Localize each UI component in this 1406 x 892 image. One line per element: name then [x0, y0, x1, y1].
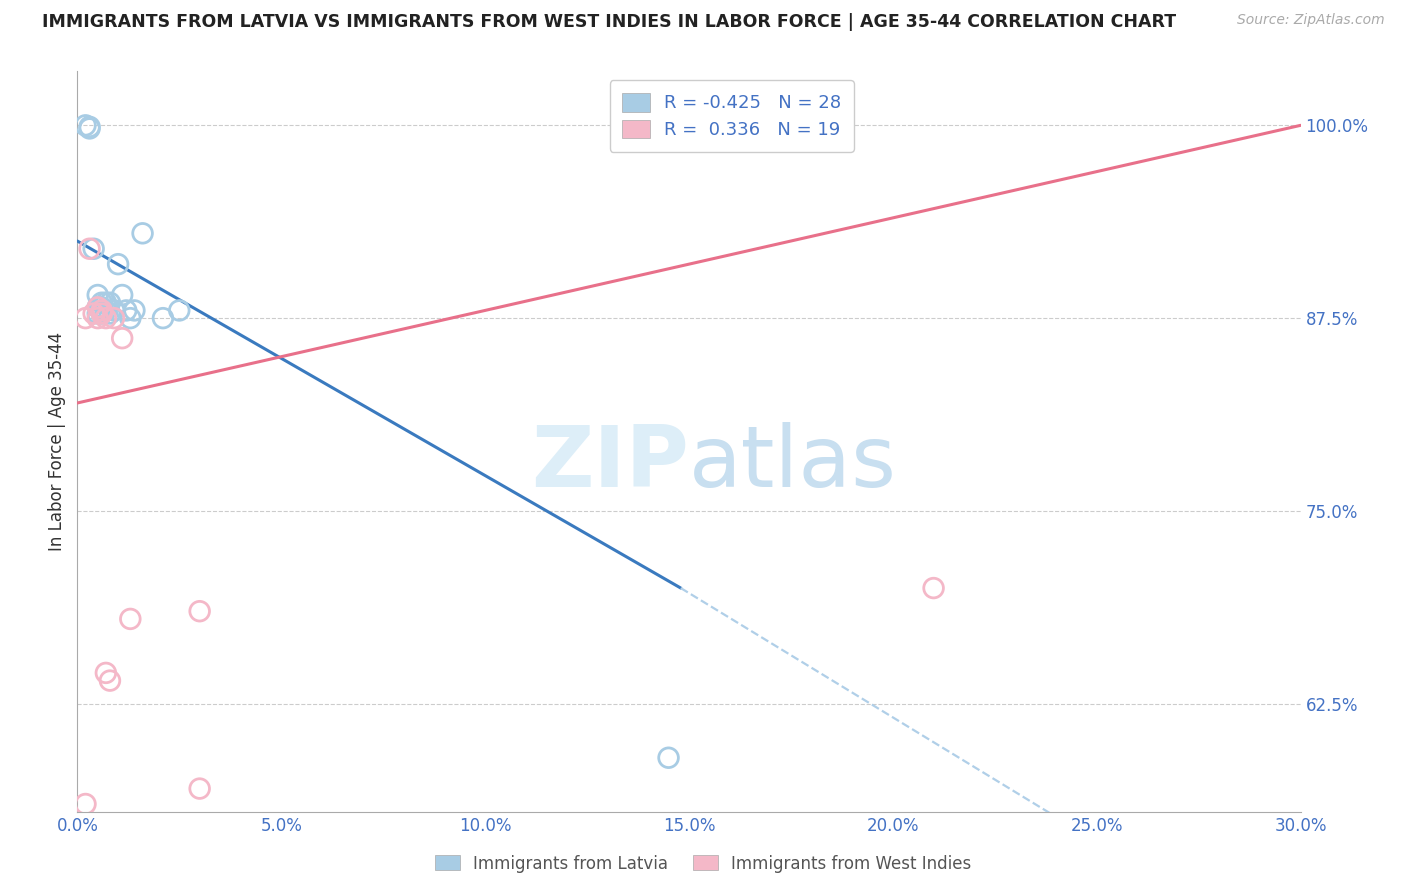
Point [922, 581, 945, 595]
Point [90, 295, 112, 310]
Point [188, 781, 211, 796]
Point [79, 120, 101, 134]
Point [669, 121, 692, 136]
Point [98, 306, 121, 320]
Point [669, 115, 692, 129]
Point [90, 301, 112, 315]
Point [87, 288, 110, 302]
Text: IMMIGRANTS FROM LATVIA VS IMMIGRANTS FROM WEST INDIES IN LABOR FORCE | AGE 35-44: IMMIGRANTS FROM LATVIA VS IMMIGRANTS FRO… [42, 13, 1177, 31]
Point [94, 303, 117, 318]
Text: Source: ZipAtlas.com: Source: ZipAtlas.com [1237, 13, 1385, 28]
Point [75, 119, 97, 133]
Point [188, 604, 211, 618]
Point [98, 295, 121, 310]
Point [169, 303, 191, 318]
Point [79, 242, 101, 256]
Text: atlas: atlas [689, 422, 897, 505]
Point [120, 311, 142, 326]
Point [75, 311, 97, 326]
Point [75, 797, 97, 811]
Point [87, 301, 110, 315]
Point [79, 121, 101, 136]
Point [98, 673, 121, 688]
Legend: R = -0.425   N = 28, R =  0.336   N = 19: R = -0.425 N = 28, R = 0.336 N = 19 [610, 80, 853, 152]
Point [90, 306, 112, 320]
Point [83, 306, 105, 320]
Point [120, 612, 142, 626]
Point [103, 303, 125, 318]
Point [87, 301, 110, 315]
Point [94, 311, 117, 326]
Legend: Immigrants from Latvia, Immigrants from West Indies: Immigrants from Latvia, Immigrants from … [427, 848, 979, 880]
Y-axis label: In Labor Force | Age 35-44: In Labor Force | Age 35-44 [48, 332, 66, 551]
Point [124, 303, 146, 318]
Point [90, 303, 112, 318]
Point [90, 306, 112, 320]
Point [669, 119, 692, 133]
Text: ZIP: ZIP [531, 422, 689, 505]
Point [111, 331, 134, 345]
Point [94, 665, 117, 680]
Point [94, 295, 117, 310]
Point [103, 311, 125, 326]
Point [131, 227, 153, 241]
Point [87, 311, 110, 326]
Point [152, 311, 174, 326]
Point [658, 750, 681, 764]
Point [87, 306, 110, 320]
Point [111, 288, 134, 302]
Point [83, 242, 105, 256]
Point [115, 303, 138, 318]
Point [107, 257, 129, 271]
